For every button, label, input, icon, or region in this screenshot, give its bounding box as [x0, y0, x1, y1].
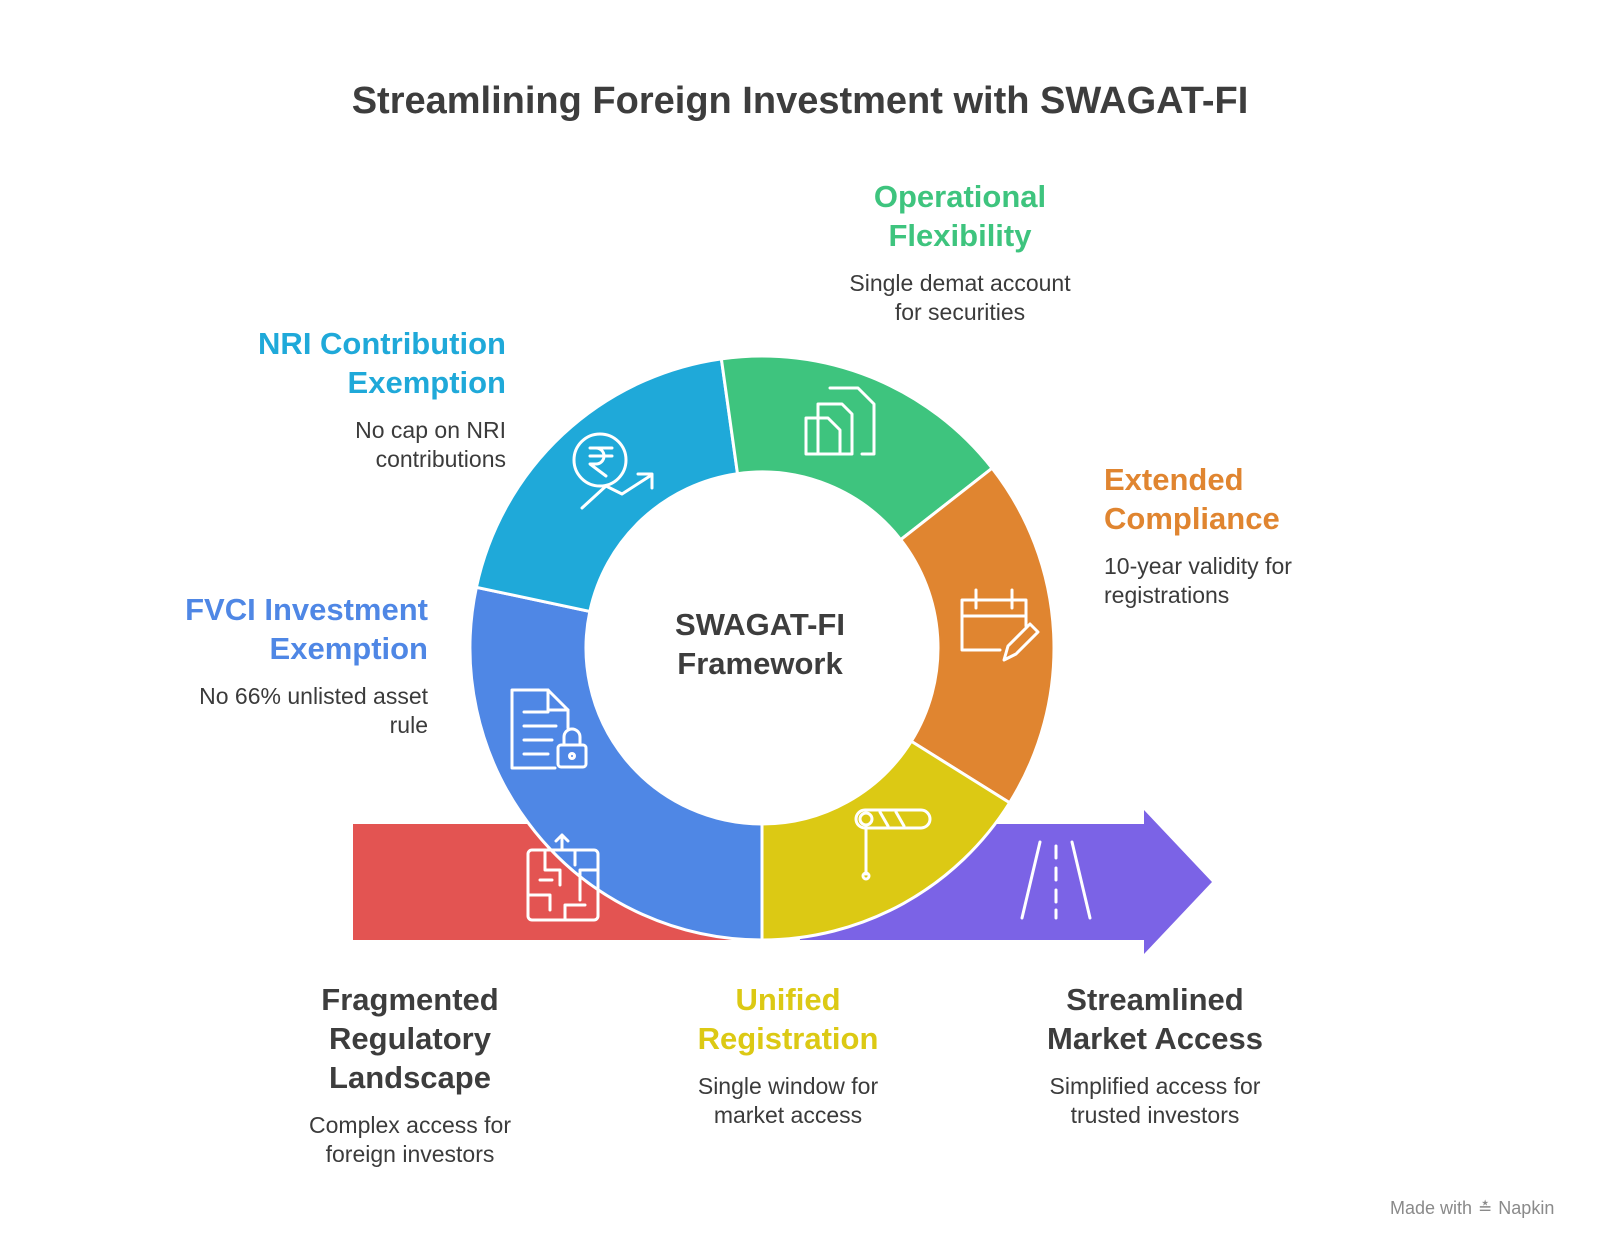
label-unified-registration: Unified Registration Single window for m… — [650, 980, 926, 1130]
label-streamlined-title: Streamlined Market Access — [1010, 980, 1300, 1058]
diagram-title: Streamlining Foreign Investment with SWA… — [351, 80, 1249, 122]
label-operational-flexibility: Operational Flexibility Single demat acc… — [820, 177, 1100, 327]
napkin-logo-icon: ≛ — [1478, 1198, 1493, 1218]
label-unified-title-line2: Registration — [697, 1021, 879, 1056]
label-streamlined-title-line1: Streamlined — [1066, 982, 1244, 1017]
ring-segment-operational — [719, 354, 995, 542]
label-extended-title-line1: Extended — [1104, 462, 1244, 497]
center-label-line1: SWAGAT-FI — [675, 607, 845, 642]
label-fragmented-desc: Complex access for foreign investors — [270, 1111, 550, 1169]
label-fvci-desc-line2: rule — [389, 712, 428, 738]
stacked-files-icon — [804, 386, 876, 456]
label-fvci-title: FVCI Investment Exemption — [130, 590, 428, 668]
label-streamlined-title-line2: Market Access — [1047, 1021, 1263, 1056]
maze-icon — [526, 833, 600, 922]
label-fragmented-title-line2: Regulatory — [329, 1021, 491, 1056]
footer-brand: Napkin — [1498, 1198, 1555, 1218]
label-fragmented-title-line1: Fragmented — [321, 982, 499, 1017]
label-unified-title-line1: Unified — [735, 982, 841, 1017]
ring-segment-fvci — [468, 585, 764, 942]
label-extended-title: Extended Compliance — [1104, 460, 1404, 538]
label-fragmented-title-line3: Landscape — [329, 1060, 491, 1095]
label-fragmented-landscape: Fragmented Regulatory Landscape Complex … — [270, 980, 550, 1169]
label-nri-title: NRI Contribution Exemption — [200, 324, 506, 402]
ring-segment-extended — [898, 466, 1056, 805]
label-streamlined-desc-line1: Simplified access for — [1049, 1073, 1261, 1099]
barrier-gate-icon — [854, 808, 932, 881]
label-nri-desc: No cap on NRI contributions — [200, 416, 506, 474]
label-operational-title-line2: Flexibility — [888, 218, 1032, 253]
label-fvci-exemption: FVCI Investment Exemption No 66% unliste… — [130, 590, 428, 740]
ring-segment-unified — [760, 739, 1012, 942]
label-fragmented-title: Fragmented Regulatory Landscape — [270, 980, 550, 1097]
label-extended-compliance: Extended Compliance 10-year validity for… — [1104, 460, 1404, 610]
label-unified-desc-line1: Single window for — [697, 1073, 879, 1099]
label-nri-title-line1: NRI Contribution — [258, 326, 506, 361]
label-fvci-title-line1: FVCI Investment — [185, 592, 428, 627]
label-unified-title: Unified Registration — [650, 980, 926, 1058]
footer-text: Made with — [1390, 1198, 1473, 1218]
label-unified-desc-line2: market access — [713, 1102, 863, 1128]
ring — [468, 354, 1056, 942]
label-streamlined-desc: Simplified access for trusted investors — [1010, 1072, 1300, 1130]
label-extended-desc-line1: 10-year validity for — [1104, 553, 1292, 579]
calendar-edit-icon — [960, 588, 1040, 662]
label-nri-desc-line2: contributions — [375, 446, 506, 472]
road-icon — [1020, 840, 1092, 920]
rupee-growth-icon — [572, 432, 654, 510]
label-extended-desc-line2: registrations — [1104, 582, 1230, 608]
label-unified-desc: Single window for market access — [650, 1072, 926, 1130]
label-streamlined-desc-line2: trusted investors — [1070, 1102, 1240, 1128]
center-label: SWAGAT-FI Framework — [640, 605, 880, 683]
document-lock-icon — [510, 688, 588, 770]
label-operational-desc: Single demat account for securities — [820, 269, 1100, 327]
label-operational-title: Operational Flexibility — [820, 177, 1100, 255]
label-operational-title-line1: Operational — [873, 179, 1047, 214]
label-fragmented-desc-line2: foreign investors — [325, 1141, 495, 1167]
label-nri-title-line2: Exemption — [347, 365, 506, 400]
center-label-line2: Framework — [677, 646, 843, 681]
label-extended-title-line2: Compliance — [1104, 501, 1280, 536]
label-streamlined-access: Streamlined Market Access Simplified acc… — [1010, 980, 1300, 1130]
label-fvci-desc: No 66% unlisted asset rule — [130, 682, 428, 740]
label-operational-desc-line1: Single demat account — [849, 270, 1071, 296]
label-nri-desc-line1: No cap on NRI — [355, 417, 506, 443]
label-fragmented-desc-line1: Complex access for — [309, 1112, 511, 1138]
label-operational-desc-line2: for securities — [894, 299, 1026, 325]
label-fvci-title-line2: Exemption — [269, 631, 428, 666]
label-nri-exemption: NRI Contribution Exemption No cap on NRI… — [200, 324, 506, 474]
label-extended-desc: 10-year validity for registrations — [1104, 552, 1404, 610]
footer-credit: Made with ≛ Napkin — [1390, 1198, 1554, 1219]
label-fvci-desc-line1: No 66% unlisted asset — [199, 683, 428, 709]
